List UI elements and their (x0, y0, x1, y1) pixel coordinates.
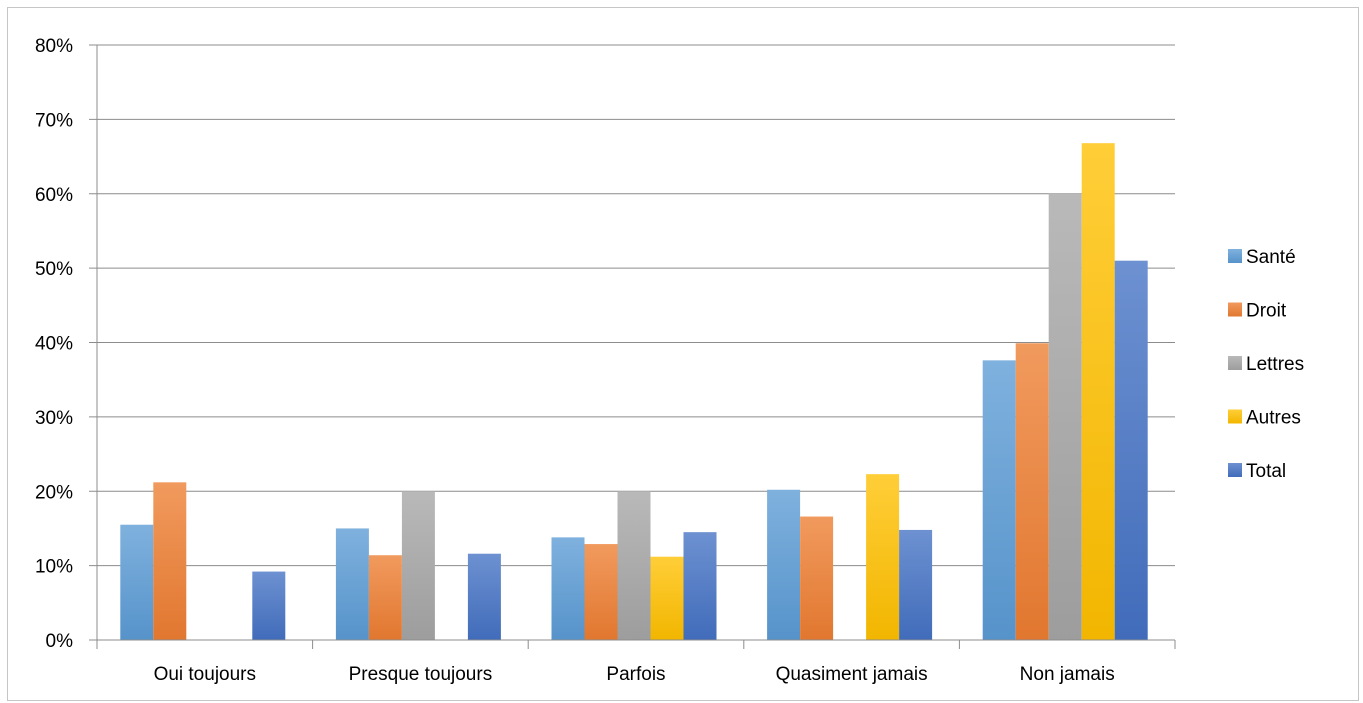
y-tick-label: 10% (35, 557, 73, 578)
bar-droit-0 (153, 482, 187, 640)
y-tick-label: 80% (35, 36, 73, 57)
x-axis-ticks: Oui toujours Presque toujours Parfois Quasi… (154, 664, 1115, 685)
bar-santé-0 (120, 524, 154, 640)
x-tick-label: Non jamais (1020, 664, 1115, 685)
legend-label-droit: Droit (1246, 301, 1287, 322)
bar-santé-1 (335, 528, 369, 640)
legend-swatch-droit (1228, 302, 1242, 317)
bar-total-4 (1114, 260, 1148, 640)
y-tick-label: 50% (35, 259, 73, 280)
legend-swatch-santé (1228, 249, 1242, 263)
x-axis (89, 44, 1176, 649)
y-tick-label: 60% (35, 185, 73, 206)
bar-santé-4 (982, 360, 1016, 640)
bar-total-1 (467, 553, 501, 640)
bar-total-3 (899, 529, 933, 640)
y-tick-label: 30% (35, 408, 73, 429)
legend-label-santé: Santé (1246, 247, 1296, 268)
legend-swatch-autres (1228, 409, 1242, 424)
legend-label-autres: Autres (1246, 408, 1301, 429)
bar-autres-3 (866, 474, 900, 640)
legend-label-total: Total (1246, 461, 1286, 482)
bar-droit-3 (800, 516, 834, 640)
y-axis-ticks: 0% 10% 20% 30% 40% 50% 60% 70% 80% (35, 36, 73, 652)
bar-autres-2 (650, 556, 684, 640)
legend-label-lettres: Lettres (1246, 354, 1304, 375)
bar-lettres-4 (1048, 193, 1082, 640)
legend-swatch-lettres (1228, 356, 1242, 370)
y-tick-label: 20% (35, 482, 73, 503)
bars (120, 143, 1148, 641)
bar-santé-3 (767, 489, 801, 640)
bar-total-2 (683, 532, 717, 640)
y-tick-label: 0% (46, 631, 74, 652)
bar-droit-4 (1015, 343, 1049, 640)
x-tick-label: Presque toujours (349, 664, 493, 685)
x-tick-label: Oui toujours (154, 664, 256, 685)
bar-autres-4 (1081, 143, 1115, 641)
bar-santé-2 (551, 537, 585, 640)
y-tick-label: 40% (35, 334, 73, 355)
bar-lettres-1 (401, 491, 435, 640)
bar-droit-2 (584, 544, 618, 640)
bar-total-0 (252, 571, 286, 640)
legend: Santé Droit Lettres Autres Total (1228, 247, 1304, 482)
legend-swatch-total (1228, 463, 1242, 477)
x-tick-label: Quasiment jamais (776, 664, 928, 685)
bar-droit-1 (368, 555, 402, 640)
y-tick-label: 70% (35, 110, 73, 131)
x-tick-label: Parfois (606, 664, 665, 685)
bar-lettres-2 (617, 491, 651, 640)
